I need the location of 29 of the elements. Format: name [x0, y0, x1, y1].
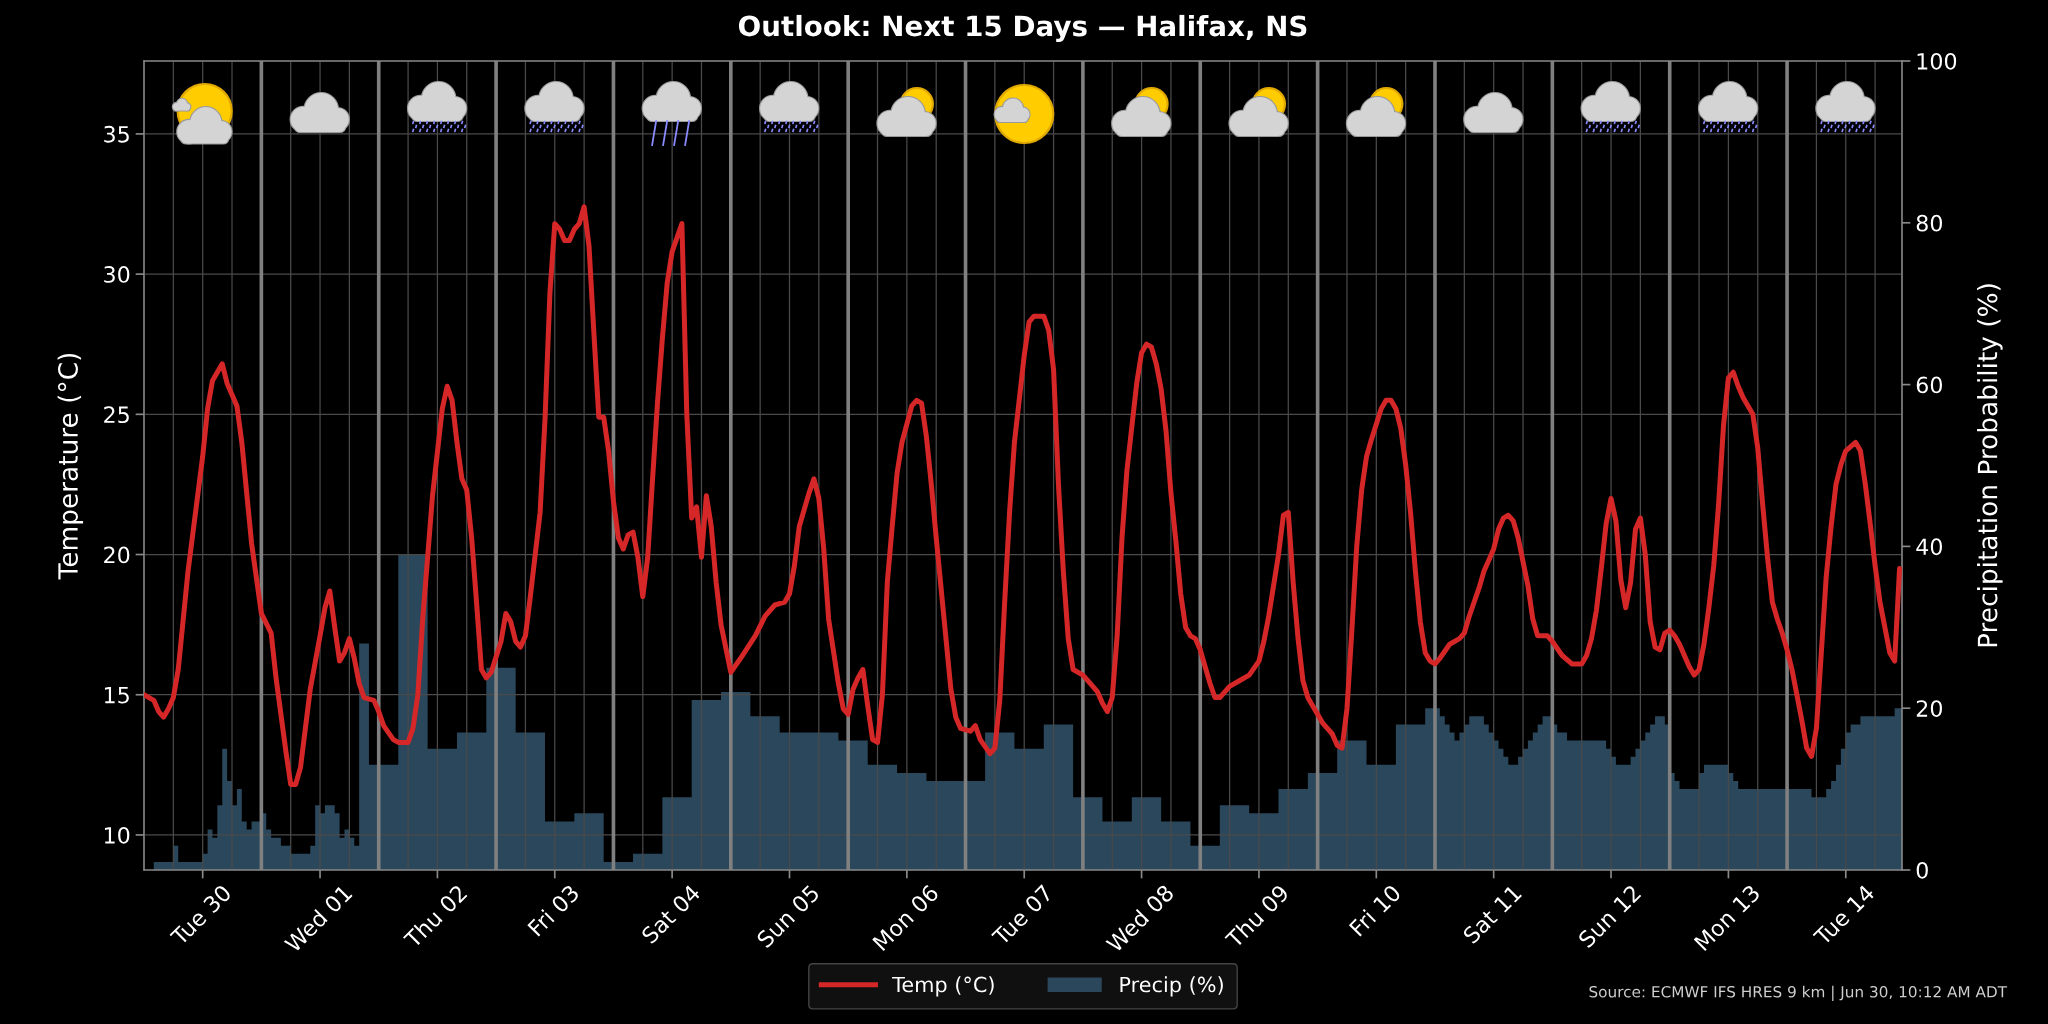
y-tick-label: 35	[104, 125, 129, 143]
legend-label: Temp (°C)	[892, 976, 994, 997]
y-axis-title: Temperature (°C)	[57, 353, 84, 580]
y2-tick-label: 40	[1916, 538, 1942, 556]
x-tick-label: Fri 10	[1348, 883, 1402, 937]
y-tick-label: 10	[104, 826, 130, 844]
x-tick-label: Sat 04	[640, 883, 702, 945]
x-tick-label: Sat 11	[1462, 884, 1523, 945]
y2-tick-label: 80	[1916, 214, 1942, 232]
chart-title: Outlook: Next 15 Days — Halifax, NS	[738, 14, 1307, 42]
y-tick-label: 25	[104, 406, 129, 424]
y-tick-label: 20	[104, 546, 130, 564]
x-tick-label: Fri 03	[526, 883, 580, 937]
x-tick-label: Tue 14	[1812, 883, 1876, 947]
x-tick-label: Thu 09	[1224, 883, 1290, 950]
y-tick-label: 15	[104, 686, 129, 704]
x-tick-label: Sun 12	[1577, 884, 1642, 949]
x-tick-label: Sun 05	[755, 884, 821, 949]
y2-tick-label: 60	[1916, 376, 1942, 394]
y2-axis-title: Precipitation Probability (%)	[1977, 284, 2003, 647]
x-tick-label: Tue 30	[169, 883, 233, 947]
x-tick-label: Tue 07	[990, 884, 1054, 947]
y2-tick-label: 20	[1916, 700, 1942, 717]
source-note: Source: ECMWF IFS HRES 9 km | Jun 30, 10:12 AM ADT	[1589, 985, 2008, 1001]
x-tick-label: Thu 02	[402, 884, 468, 950]
y-tick-label: 30	[104, 266, 130, 283]
y2-tick-label: 0	[1916, 861, 1928, 879]
legend-label: Precip (%)	[1120, 976, 1223, 997]
y2-tick-label: 100	[1917, 52, 1957, 70]
